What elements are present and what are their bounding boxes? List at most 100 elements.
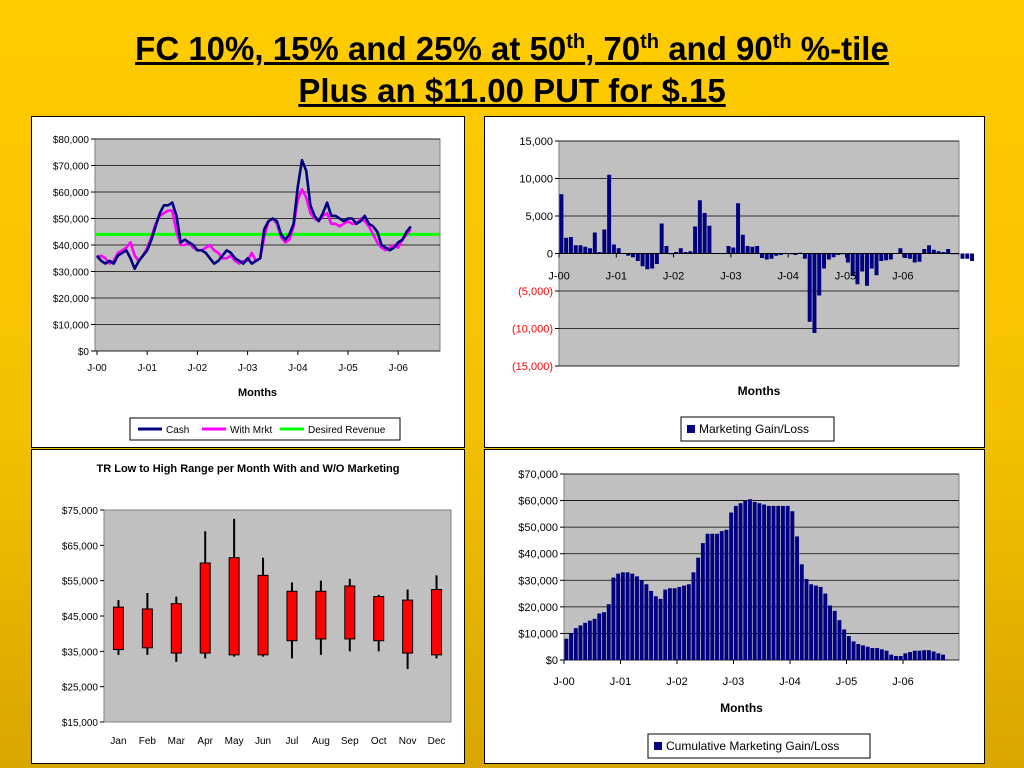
- gain-loss-bar: [917, 253, 922, 262]
- cumulative-bar: [583, 622, 588, 660]
- cumulative-bar: [630, 573, 635, 660]
- y-tick-label: (10,000): [512, 324, 553, 336]
- gain-loss-bar: [578, 245, 583, 254]
- x-tick-label: J-00: [548, 271, 569, 283]
- gain-loss-bar: [678, 248, 683, 254]
- title-line-2: Plus an $11.00 PUT for $.15: [298, 72, 726, 109]
- x-tick-label: Apr: [197, 736, 213, 747]
- cumulative-bar: [682, 585, 687, 660]
- cumulative-bar: [757, 503, 762, 660]
- x-tick-label: J-03: [238, 363, 258, 374]
- plot-area: [103, 509, 452, 723]
- gain-loss-bar: [588, 248, 593, 254]
- range-box: [199, 562, 211, 654]
- x-tick-label: J-00: [553, 676, 574, 688]
- cumulative-bar: [780, 505, 785, 660]
- y-tick-label: $25,000: [62, 683, 99, 694]
- cumulative-bar: [639, 580, 644, 660]
- gain-loss-bar: [616, 248, 621, 254]
- cumulative-bar: [738, 503, 743, 660]
- title-sup-2: th: [640, 31, 660, 53]
- gain-loss-bar: [936, 251, 941, 254]
- chart-title: TR Low to High Range per Month With and …: [97, 463, 400, 475]
- y-tick-label: $10,000: [518, 628, 558, 640]
- legend-label-desired-revenue: Desired Revenue: [308, 425, 386, 436]
- gain-loss-bar: [970, 253, 975, 261]
- cumulative-bar: [649, 590, 654, 660]
- cumulative-bar: [620, 572, 625, 660]
- legend-label-cash: Cash: [166, 425, 189, 436]
- title-line-1: FC 10%, 15% and 25% at 50th, 70th and 90…: [0, 28, 1024, 70]
- cumulative-bar: [658, 598, 663, 660]
- legend-swatch-marketing-gain-loss: [687, 425, 695, 433]
- gain-loss-bar: [592, 232, 597, 254]
- gain-loss-bar: [726, 246, 731, 254]
- cumulative-bar: [893, 656, 898, 660]
- x-tick-label: J-03: [720, 271, 741, 283]
- gain-loss-bar: [650, 253, 655, 269]
- y-tick-label: $40,000: [518, 549, 558, 561]
- cumulative-bar: [667, 588, 672, 660]
- x-tick-label: J-06: [388, 363, 408, 374]
- cumulative-bar: [818, 586, 823, 660]
- gain-loss-bar: [674, 252, 678, 254]
- y-tick-label: $20,000: [53, 294, 90, 305]
- x-tick-label: J-02: [663, 271, 684, 283]
- cumulative-bar: [785, 505, 790, 660]
- x-tick-label: Nov: [399, 736, 417, 747]
- monthly-range-chart: TR Low to High Range per Month With and …: [31, 449, 465, 764]
- cumulative-bar: [762, 504, 767, 660]
- gain-loss-bar: [607, 174, 612, 254]
- x-tick-label: J-05: [835, 271, 856, 283]
- y-tick-label: 0: [547, 249, 553, 261]
- x-tick-label: J-06: [892, 676, 913, 688]
- cumulative-bar: [653, 596, 658, 660]
- gain-loss-bar: [931, 249, 936, 254]
- gain-loss-bar: [602, 229, 607, 254]
- cumulative-bar: [691, 572, 696, 660]
- gain-loss-bar: [688, 251, 693, 254]
- legend-swatch-cumulative: [654, 742, 662, 750]
- gain-loss-bar: [764, 253, 769, 260]
- y-tick-label: 15,000: [519, 136, 553, 148]
- cumulative-bar: [917, 650, 922, 660]
- x-tick-label: J-00: [87, 363, 107, 374]
- range-box: [344, 585, 356, 640]
- cumulative-bar: [842, 629, 847, 660]
- cumulative-bar: [832, 610, 837, 660]
- gain-loss-bar: [884, 253, 889, 261]
- cumulative-bar: [813, 585, 818, 660]
- gain-loss-bar: [879, 253, 884, 261]
- gain-loss-bar: [702, 213, 707, 254]
- y-tick-label: $40,000: [53, 241, 90, 252]
- x-tick-label: Jul: [286, 736, 299, 747]
- gain-loss-bar: [740, 234, 745, 254]
- gain-loss-bar: [927, 245, 932, 254]
- range-box: [373, 596, 385, 642]
- gain-loss-bar: [960, 253, 965, 259]
- cumulative-bar: [729, 512, 734, 660]
- legend-label-with-mrkt: With Mrkt: [230, 425, 272, 436]
- x-axis-label: Months: [738, 384, 781, 398]
- cumulative-bar: [743, 500, 748, 660]
- gain-loss-bar: [750, 246, 755, 254]
- y-tick-label: $30,000: [53, 268, 90, 279]
- cumulative-bar: [569, 633, 574, 660]
- cumulative-bar: [837, 620, 842, 660]
- cumulative-bar: [941, 654, 945, 660]
- cumulative-bar: [931, 651, 936, 660]
- cumulative-bar: [790, 511, 795, 660]
- cumulative-bar: [752, 501, 757, 660]
- y-tick-label: $35,000: [62, 647, 99, 658]
- range-box: [402, 599, 414, 654]
- title-sup-1: th: [566, 31, 586, 53]
- gain-loss-bar: [779, 253, 784, 255]
- cumulative-bar: [875, 648, 880, 660]
- gain-loss-bar: [626, 253, 631, 256]
- gain-loss-bar: [635, 253, 640, 261]
- y-tick-label: $60,000: [53, 188, 90, 199]
- cumulative-bar: [710, 533, 715, 660]
- y-tick-label: $0: [78, 347, 90, 358]
- cumulative-bar: [663, 589, 668, 660]
- gain-loss-bar: [850, 253, 855, 276]
